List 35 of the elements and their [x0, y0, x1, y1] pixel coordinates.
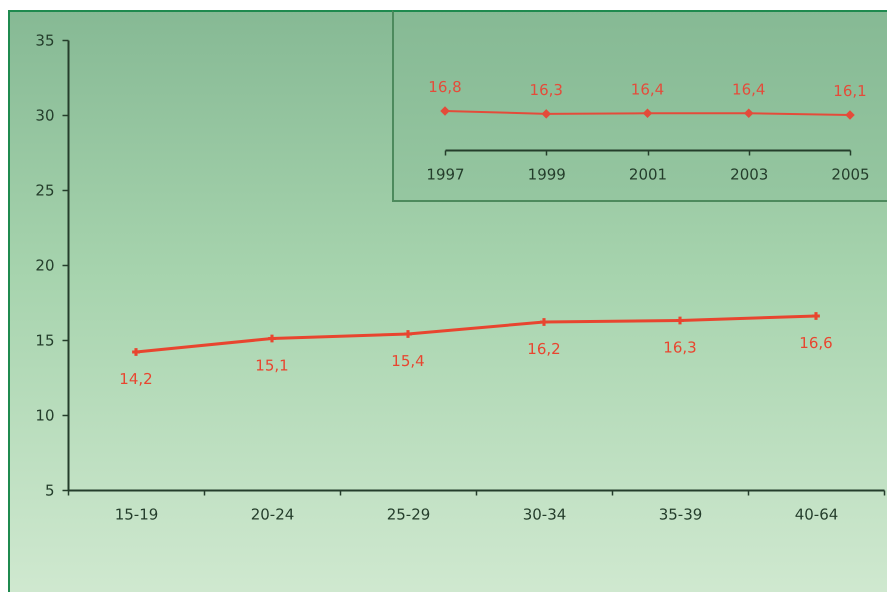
- x-tick-label: 1997: [426, 166, 465, 184]
- point: [132, 348, 140, 356]
- y-tick-label: 20: [35, 256, 54, 274]
- y-tick-label: 35: [35, 32, 54, 50]
- x-tick-label: 20-24: [250, 506, 294, 524]
- data-label: 16,2: [527, 340, 561, 358]
- x-tick-label: 2005: [831, 166, 870, 184]
- x-tick-label: 2003: [730, 166, 768, 184]
- x-tick-label: 1999: [528, 166, 566, 184]
- x-tick-label: 15-19: [114, 506, 158, 524]
- data-label: 16,3: [530, 80, 563, 99]
- y-tick-label: 15: [35, 332, 54, 350]
- x-tick-label: 35-39: [658, 506, 702, 524]
- point: [676, 316, 684, 324]
- data-label: 15,4: [391, 352, 425, 370]
- x-tick-label: 2001: [628, 166, 668, 184]
- point: [268, 334, 276, 342]
- x-tick-label: 25-29: [386, 506, 430, 524]
- data-label: 16,8: [428, 78, 462, 96]
- y-tick-label: 5: [44, 482, 54, 500]
- data-label: 15,1: [255, 356, 289, 374]
- x-tick-label: 40-64: [794, 506, 838, 524]
- point: [812, 312, 820, 320]
- y-tick-label: 10: [35, 406, 54, 424]
- data-label: 16,6: [799, 334, 833, 352]
- y-tick-label: 30: [35, 106, 54, 124]
- data-label: 16,4: [732, 80, 766, 98]
- data-label: 16,4: [630, 80, 664, 98]
- data-label: 16,1: [833, 82, 867, 100]
- data-label: 16,3: [663, 338, 697, 356]
- x-tick-label: 30-34: [522, 506, 566, 524]
- data-label: 14,2: [119, 370, 153, 388]
- point: [540, 318, 548, 326]
- y-tick-label: 25: [35, 182, 54, 200]
- point: [404, 330, 412, 338]
